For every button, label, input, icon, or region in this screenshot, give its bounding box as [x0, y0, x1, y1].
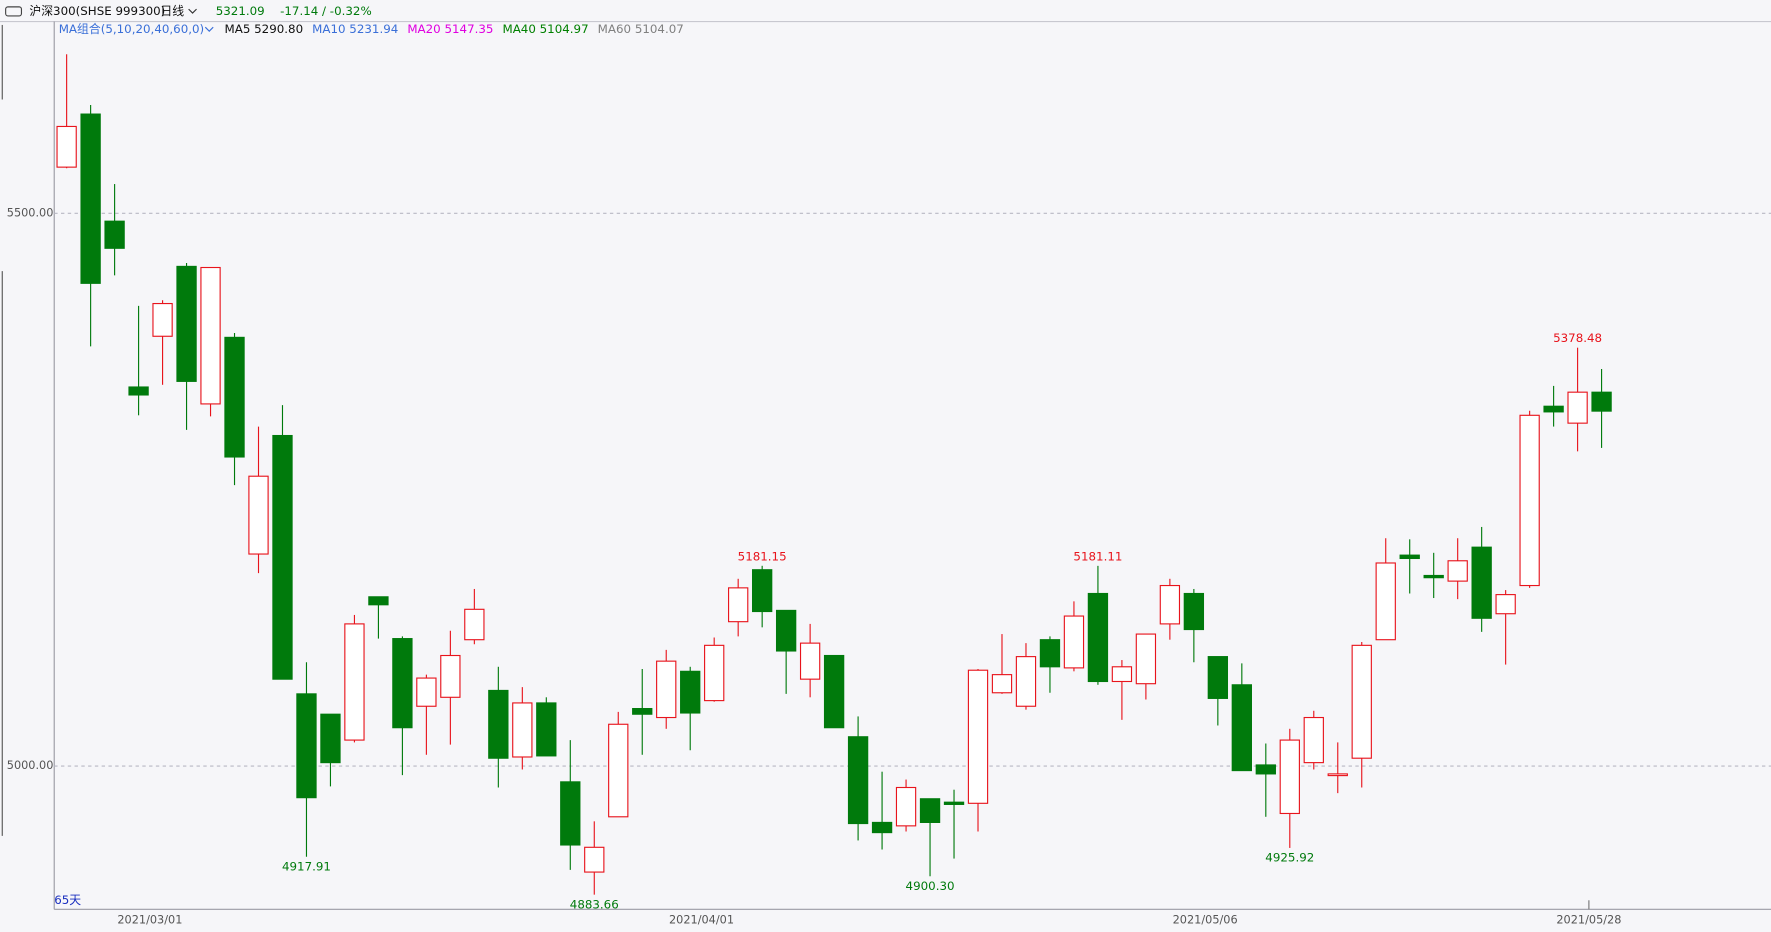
- low-label: 4925.92: [1265, 851, 1314, 865]
- candle-body: [440, 654, 461, 698]
- candle-body: [608, 723, 629, 818]
- candle-body: [512, 702, 533, 758]
- candle-body: [1375, 562, 1396, 641]
- candle-body: [847, 736, 869, 825]
- candle-body: [320, 713, 341, 764]
- candle-body: [680, 670, 701, 714]
- ma-legend-item: MA组合(5,10,20,40,60,0): [59, 22, 204, 36]
- candle-body: [1519, 414, 1540, 587]
- candle-body: [1207, 656, 1229, 699]
- candle-body: [1327, 773, 1348, 777]
- candle-body: [1015, 656, 1037, 707]
- candle-body: [128, 386, 149, 396]
- x-tick-label: 2021/03/01: [117, 914, 182, 927]
- y-tick-label: 5500.00: [7, 206, 54, 219]
- candle-body: [967, 669, 989, 804]
- candle-body: [632, 708, 653, 715]
- candle-body: [392, 638, 413, 729]
- price-change: -17.14 / -0.32%: [280, 4, 372, 18]
- candle-body: [1087, 592, 1109, 683]
- candle-body: [248, 475, 269, 555]
- candle-body: [1255, 764, 1276, 775]
- candle-body: [1183, 592, 1205, 631]
- candle-body: [1591, 391, 1612, 412]
- candle-body: [368, 596, 389, 606]
- candle-body: [1135, 633, 1157, 685]
- days-count: 65天: [54, 893, 81, 907]
- ma-legend-item: MA5 5290.80: [225, 22, 304, 36]
- candle-body: [775, 609, 797, 652]
- ma-legend-item: MA20 5147.35: [407, 22, 493, 36]
- candle-body: [704, 644, 725, 702]
- candle-body: [344, 623, 365, 741]
- period-dropdown[interactable]: [188, 8, 197, 14]
- candle-body: [296, 693, 317, 799]
- ma-legend-item: MA60 5104.07: [598, 22, 684, 36]
- candle-body: [80, 113, 101, 284]
- candle-body: [200, 266, 221, 405]
- candle-body: [152, 302, 173, 337]
- candle-body: [1495, 594, 1516, 615]
- high-label: 5181.11: [1073, 549, 1122, 563]
- candle-body: [584, 846, 605, 873]
- candle-body: [1111, 666, 1133, 683]
- candle-body: [656, 660, 677, 719]
- candle-body: [799, 642, 821, 680]
- x-tick-label: 2021/05/28: [1556, 914, 1621, 927]
- low-label: 4917.91: [282, 859, 331, 873]
- price: 5321.09: [216, 4, 265, 18]
- candle-body: [560, 781, 581, 846]
- candle-body: [104, 220, 125, 249]
- candle-body: [919, 798, 941, 823]
- candle-body: [1567, 391, 1588, 424]
- candle-body: [1159, 584, 1181, 625]
- candle-body: [56, 125, 77, 168]
- candle-body: [488, 689, 509, 759]
- candle-body: [416, 677, 437, 707]
- candle-body: [1063, 615, 1085, 669]
- ma-dropdown: [204, 26, 214, 32]
- low-label: 4883.66: [570, 897, 619, 911]
- candle-body: [1471, 546, 1492, 619]
- ma-legend-item: MA40 5104.97: [502, 22, 588, 36]
- candle-body: [1303, 716, 1324, 764]
- ma-legend-item: MA10 5231.94: [312, 22, 398, 36]
- candle-body: [176, 265, 197, 382]
- candle-body: [895, 786, 917, 827]
- candle-body: [728, 587, 749, 623]
- candle-body: [1543, 405, 1564, 413]
- candle-body: [1447, 560, 1468, 582]
- candle-body: [943, 801, 965, 805]
- symbol[interactable]: 沪深300(SHSE 999300): [29, 4, 165, 18]
- candle-body: [991, 674, 1013, 694]
- candle-body: [1399, 554, 1420, 560]
- candle-body: [224, 336, 245, 458]
- low-label: 4900.30: [906, 879, 955, 893]
- x-tick-label: 2021/04/01: [669, 914, 734, 927]
- candle-body: [823, 654, 845, 729]
- high-label: 5181.15: [738, 549, 787, 563]
- symbol-icon[interactable]: [5, 6, 23, 17]
- candle-body: [536, 702, 557, 757]
- high-label: 5378.48: [1553, 331, 1602, 345]
- y-tick-label: 5000.00: [7, 759, 54, 772]
- candle-body: [871, 821, 893, 834]
- x-tick-label: 2021/05/06: [1173, 914, 1238, 927]
- candle-body: [1039, 639, 1061, 668]
- candle-body: [272, 434, 293, 680]
- candle-body: [1279, 739, 1300, 815]
- candle-body: [751, 569, 773, 613]
- candle-body: [1423, 574, 1444, 579]
- candle-body: [1351, 644, 1372, 759]
- candle-body: [1231, 684, 1252, 772]
- candle-body: [464, 608, 485, 641]
- period[interactable]: 日线: [160, 4, 184, 18]
